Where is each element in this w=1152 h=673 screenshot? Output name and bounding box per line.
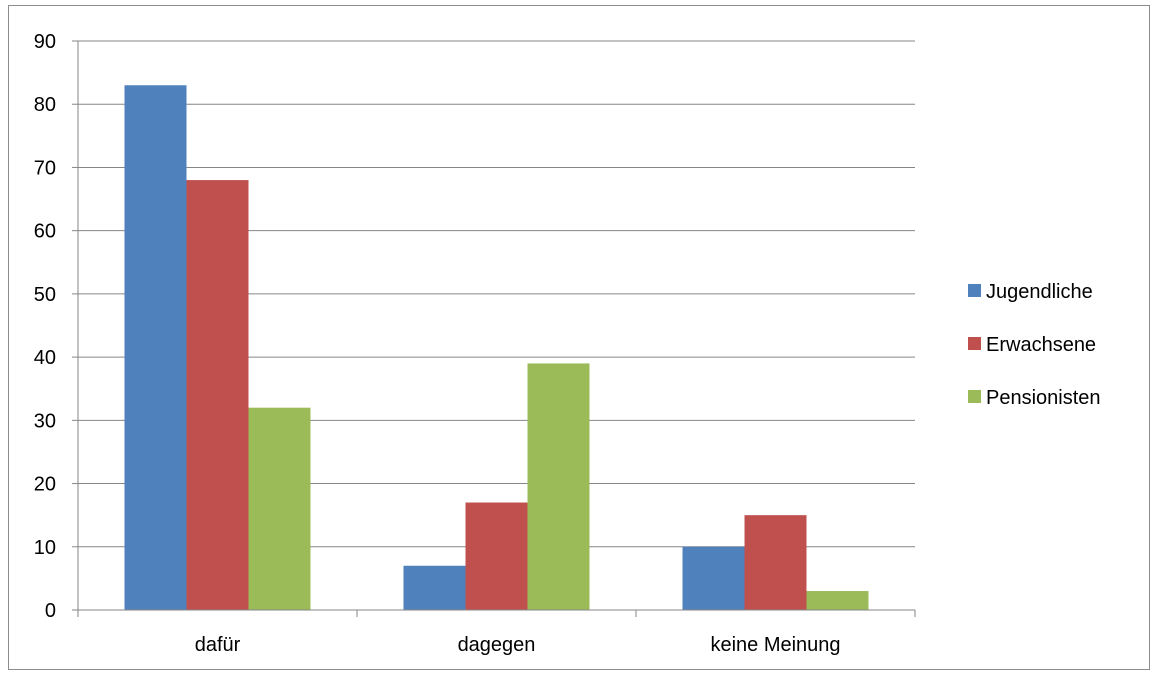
- y-tick-label: 90: [34, 31, 56, 53]
- legend: Jugendliche Erwachsene Pensionisten: [968, 281, 1101, 409]
- x-tick-label: keine Meinung: [710, 634, 840, 656]
- x-tick-label: dafür: [195, 634, 241, 656]
- axes: [77, 41, 916, 617]
- bar: [744, 515, 807, 610]
- y-tick-label: 50: [34, 284, 56, 306]
- y-tick-label: 30: [34, 410, 56, 432]
- legend-label: Pensionisten: [986, 387, 1101, 409]
- bar: [403, 565, 466, 610]
- y-tick-label: 40: [34, 347, 56, 369]
- y-tick-label: 80: [34, 94, 56, 116]
- y-tick-label: 60: [34, 221, 56, 243]
- y-tick-label: 20: [34, 474, 56, 496]
- legend-label: Erwachsene: [986, 334, 1096, 356]
- y-tick-label: 0: [45, 600, 56, 622]
- bar: [527, 363, 590, 610]
- x-tick-labels: dafür dagegen keine Meinung: [195, 634, 841, 656]
- bar: [124, 85, 187, 610]
- bar: [248, 407, 311, 610]
- bar: [186, 180, 249, 611]
- x-tick-label: dagegen: [458, 634, 536, 656]
- y-tick-label: 10: [34, 537, 56, 559]
- bar: [682, 546, 745, 610]
- legend-swatch: [968, 390, 981, 403]
- y-tick-label: 70: [34, 157, 56, 179]
- legend-swatch: [968, 284, 981, 297]
- bar: [465, 502, 528, 610]
- bars: [124, 85, 869, 611]
- bar: [806, 591, 869, 610]
- legend-swatch: [968, 337, 981, 350]
- legend-label: Jugendliche: [986, 281, 1093, 303]
- y-tick-labels: 0 10 20 30 40 50 60 70 80 90: [34, 31, 56, 622]
